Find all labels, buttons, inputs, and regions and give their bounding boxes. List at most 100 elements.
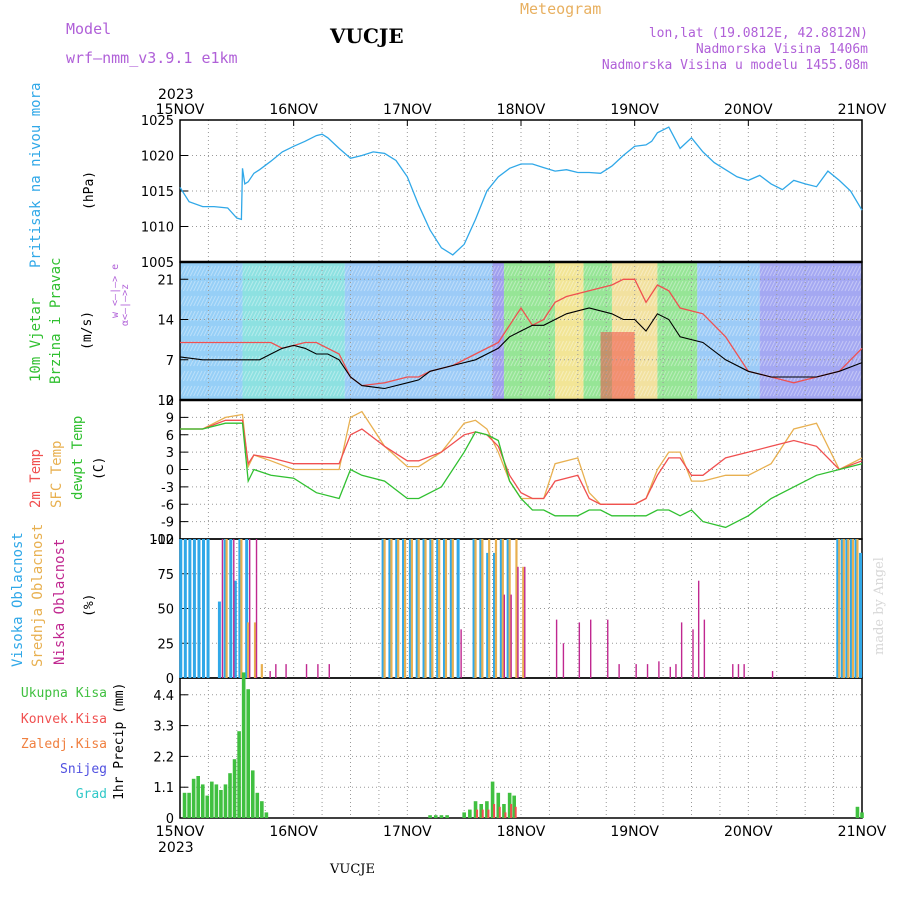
wind-barb xyxy=(769,280,776,292)
wind-barb xyxy=(824,295,830,307)
wind-barb xyxy=(752,310,759,322)
cloud-bar-srednja xyxy=(438,539,441,678)
wind-barb xyxy=(186,325,193,337)
wind-barb xyxy=(650,295,657,307)
wind-barb xyxy=(373,295,380,307)
wind-barb xyxy=(312,280,319,292)
cloud-bar-niska xyxy=(517,566,519,678)
wind-barb xyxy=(425,355,431,367)
wind-barb xyxy=(411,280,418,292)
wind-barb xyxy=(227,355,234,367)
wind-barb xyxy=(513,385,520,397)
wind-barb xyxy=(333,325,339,337)
wind-barb xyxy=(721,385,728,397)
wind-band-3 xyxy=(492,262,504,400)
wind-barb xyxy=(749,265,755,277)
wind-barb xyxy=(581,355,588,367)
wind-barb xyxy=(401,370,408,382)
wind-barb xyxy=(425,325,431,337)
wind-barb xyxy=(639,280,646,292)
wind-barb xyxy=(281,370,288,382)
wind-barb xyxy=(346,385,353,397)
wind-barb xyxy=(789,280,796,292)
wind-barb xyxy=(435,340,442,352)
wind-barb xyxy=(425,310,431,322)
wind-barb xyxy=(694,280,701,292)
wind-barb xyxy=(380,370,387,382)
wind-barb xyxy=(428,310,435,322)
wind-barb xyxy=(663,295,670,307)
cloud-bar-srednja xyxy=(383,539,386,678)
wind-barb xyxy=(281,310,288,322)
wind-barb xyxy=(612,295,619,307)
wind-barb xyxy=(592,385,599,397)
wind-barb xyxy=(275,295,281,307)
wind-band-4 xyxy=(503,262,556,400)
wind-barb xyxy=(742,385,749,397)
wind-barb xyxy=(428,265,435,277)
wind-barb xyxy=(367,325,373,337)
wind-barb xyxy=(295,370,302,382)
wind-barb xyxy=(738,280,745,292)
wind-barb xyxy=(691,280,697,292)
wind-barb xyxy=(551,280,558,292)
cloud-bar-niska xyxy=(692,629,694,678)
wind-barb xyxy=(776,340,783,352)
wind-barb xyxy=(346,325,353,337)
wind-barb xyxy=(847,340,854,352)
wind-barb xyxy=(684,355,691,367)
wind-barb xyxy=(796,280,803,292)
wind-barb xyxy=(390,295,397,307)
wind-barb xyxy=(414,295,421,307)
wind-barb xyxy=(186,385,193,397)
wind-barb xyxy=(425,340,431,352)
wind-barb xyxy=(523,295,530,307)
wind-barb xyxy=(670,370,677,382)
wind-barb xyxy=(408,265,414,277)
cloud-bar-srednja xyxy=(851,539,855,678)
wind-barb xyxy=(247,310,254,322)
wind-barb xyxy=(691,355,697,367)
cloud-bar-niska xyxy=(658,661,660,678)
date-label-top: 19NOV xyxy=(610,102,659,118)
wind-barb xyxy=(711,280,718,292)
wind-barb xyxy=(554,370,561,382)
wind-barb xyxy=(315,355,322,367)
wind-barb xyxy=(800,370,807,382)
wind-barb xyxy=(674,280,680,292)
wind-barb xyxy=(789,265,796,277)
wind-barb xyxy=(691,325,697,337)
cloud-bar-niska xyxy=(578,622,581,678)
wind-barb xyxy=(704,355,711,367)
cloud-bar-niska xyxy=(317,664,319,678)
wind-barb xyxy=(217,325,223,337)
wind-barb xyxy=(356,385,363,397)
wind-barb xyxy=(731,355,738,367)
wind-barb xyxy=(680,265,687,277)
wind-barb xyxy=(213,355,220,367)
wind-barb xyxy=(247,295,254,307)
wind-barb xyxy=(616,295,622,307)
wind-barb xyxy=(302,280,309,292)
cloud-bar-niska xyxy=(743,664,745,678)
wind-barb xyxy=(813,370,820,382)
wind-barb xyxy=(803,295,810,307)
wind-barb xyxy=(789,370,796,382)
cloud-bar-niska xyxy=(255,539,258,678)
wind-barb xyxy=(745,295,752,307)
precip-bar-total xyxy=(855,806,860,818)
wind-barb xyxy=(622,265,629,277)
date-label-bottom: 18NOV xyxy=(497,824,546,840)
date-label-top: 15NOV xyxy=(156,102,205,118)
wind-barb xyxy=(271,325,278,337)
wind-barb xyxy=(356,355,363,367)
precip-label-conv: Konvek.Kisa xyxy=(20,712,107,727)
wind-barb xyxy=(418,265,425,277)
wind-barb xyxy=(738,265,745,277)
wind-barb xyxy=(595,325,602,337)
wind-barb xyxy=(517,340,524,352)
wind-barb xyxy=(305,370,312,382)
wind-barb xyxy=(363,325,370,337)
cloud-bar-srednja xyxy=(247,622,250,678)
cloud-bar-niska xyxy=(697,580,700,678)
